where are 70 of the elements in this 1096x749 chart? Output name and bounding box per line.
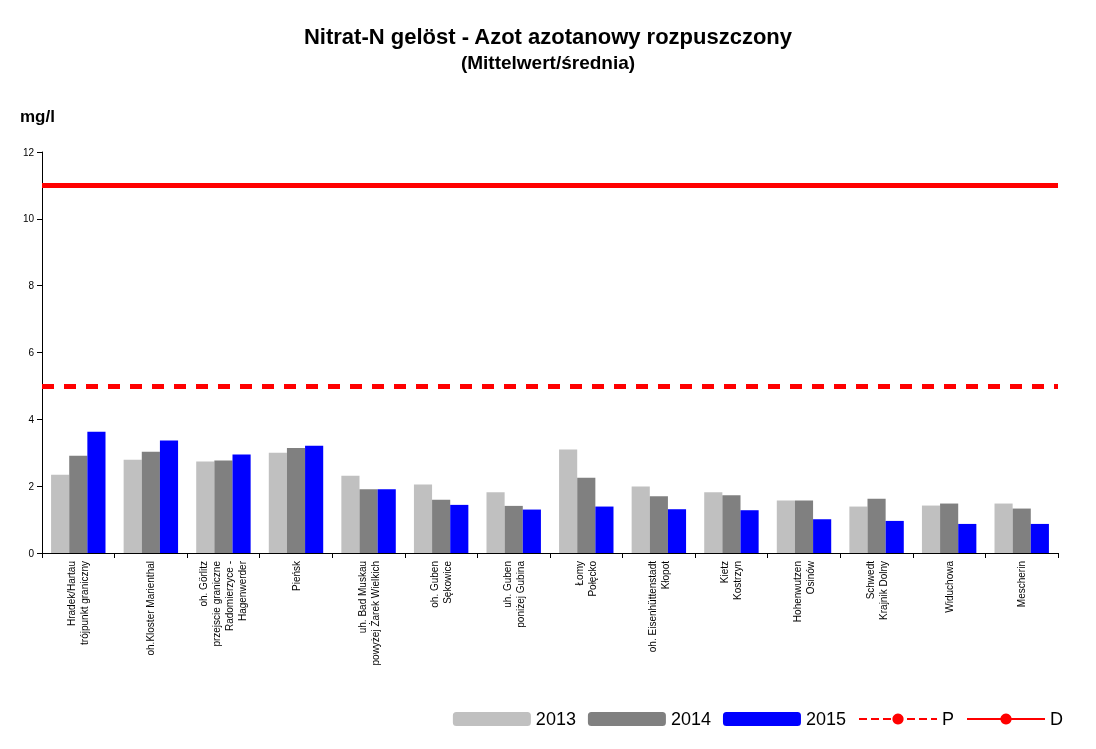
legend-label: D [1050,709,1063,729]
bar [813,519,832,553]
bar [87,431,106,553]
x-tick-label: oh. Eisenhüttenstadt Kłopot [646,560,671,653]
bar [577,477,596,553]
bar [286,448,306,553]
chart-title: Nitrat-N gelöst - Azot azotanowy rozpuszczony [303,23,793,49]
bar [69,455,88,553]
y-tick-label: 4 [28,413,35,425]
bar [921,505,941,553]
x-tick-label: Pieńsk [290,560,302,592]
y-tick-label: 0 [28,547,35,559]
legend-label: 2013 [535,709,576,729]
chart-subtitle: (Mittelwert/średnia) [460,52,636,73]
bar [867,498,886,553]
bar [359,489,378,553]
bar [522,509,541,553]
bar [885,520,904,553]
bar [123,459,142,553]
bar [722,495,741,553]
bar [377,489,396,553]
bar [486,492,505,553]
bar [776,500,795,553]
bar [432,499,451,553]
y-tick-label: 2 [28,480,35,492]
bar [504,505,523,553]
x-tick-label: oh. Guben Sękowice [429,560,454,608]
bar [305,445,324,553]
bar [667,509,687,553]
x-tick-label: Łomy Połęcko [574,560,599,597]
x-tick-label: Widuchowa [943,560,955,613]
bar [940,503,959,553]
bar [141,451,160,553]
bar [559,449,578,553]
y-tick-label: 12 [22,146,35,158]
bar [214,460,233,553]
bar [232,454,251,553]
legend-label: 2014 [670,709,711,729]
bar [196,461,215,553]
y-tick-label: 6 [28,347,35,358]
bar [268,452,287,553]
y-tick-label: 10 [22,213,35,225]
bar [994,503,1013,553]
x-tick-label: Schwedt Krajnik Dolny [864,560,889,620]
y-axis-title: mg/l [20,107,55,126]
bar [704,492,723,553]
x-tick-label: uh. Guben poniżej Gubina [501,560,526,628]
bar [958,523,977,553]
legend-label: 2015 [805,709,846,729]
x-tick-label: Mescherin [1016,561,1028,608]
bar [341,475,360,553]
bar [595,506,614,553]
bar [740,510,759,553]
bar [413,484,433,553]
bar [51,474,70,553]
y-tick-label: 8 [28,280,35,292]
bar [1030,523,1049,553]
x-tick-label: uh. Bad Muskau powyżej Żarek Wielkich [356,561,381,666]
bar [649,496,668,553]
bar [159,440,179,553]
x-tick-label: Hradek/Hartau trójpunkt graniczny [66,561,91,645]
x-tick-label: Kietz Kostrzyn [719,561,744,600]
bar [794,500,814,553]
legend-label: P [942,709,955,729]
x-tick-label: Hohenwutzen Osinów [792,560,816,623]
bar [1012,508,1031,553]
bar [631,486,650,553]
bar [849,506,868,553]
x-tick-label: oh.Kloster Marienthal [145,561,157,656]
bar [450,504,469,553]
